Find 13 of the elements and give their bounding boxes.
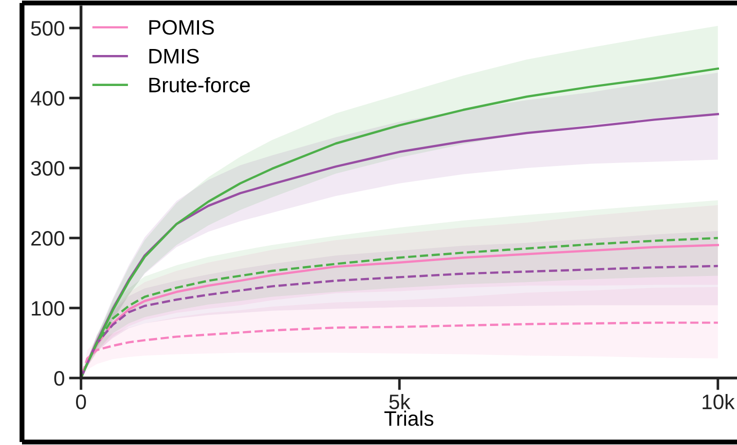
x-axis-title: Trials [384, 410, 434, 426]
legend-label: POMIS [149, 20, 214, 35]
y-tick-label: 200 [31, 231, 64, 246]
x-tick-label: 5k [389, 394, 410, 410]
y-tick-label: 0 [54, 371, 64, 386]
y-tick-label: 100 [32, 301, 64, 316]
y-tick-label: 400 [30, 91, 64, 106]
legend-label: DMIS [149, 48, 199, 64]
y-tick-label: 300 [31, 161, 64, 176]
x-tick-label: 10k [702, 394, 735, 410]
legend-label: Brute-force [149, 77, 250, 92]
y-tick-label: 500 [31, 21, 64, 36]
x-tick-label: 0 [76, 394, 86, 410]
